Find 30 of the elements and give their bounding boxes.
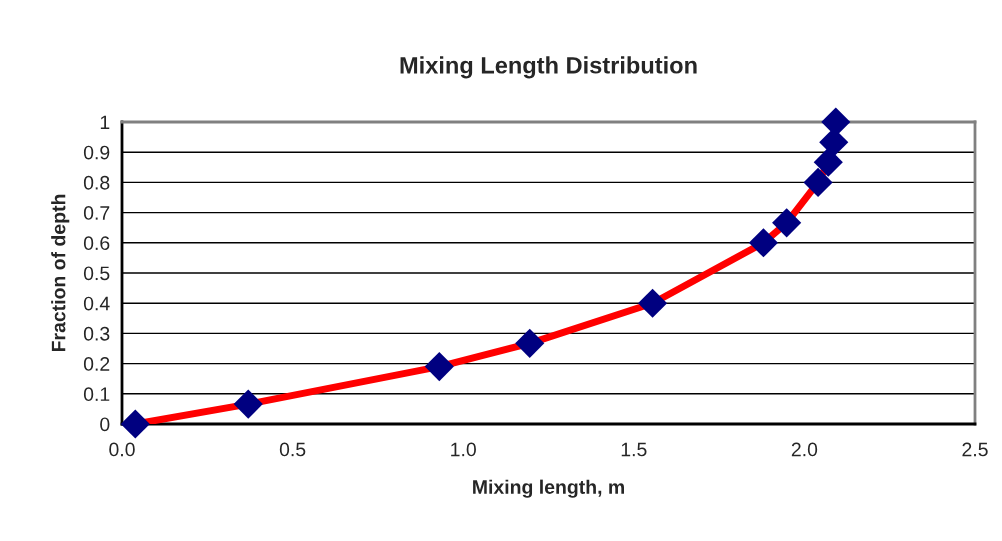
point bbox=[638, 288, 668, 318]
x-tick-label: 1.0 bbox=[451, 442, 476, 457]
y-tick-label: 0.1 bbox=[83, 387, 110, 402]
x-axis-title: Mixing length, m bbox=[473, 479, 624, 498]
x-tick-label: 1.5 bbox=[621, 442, 647, 457]
y-axis-title: Fraction of depth bbox=[51, 194, 70, 352]
point bbox=[821, 107, 851, 137]
y-tick-label: 0.4 bbox=[83, 296, 110, 311]
point bbox=[120, 409, 150, 439]
point bbox=[515, 328, 545, 358]
point bbox=[424, 352, 454, 382]
y-tick-label: 1 bbox=[100, 115, 110, 130]
y-tick-label: 0.7 bbox=[83, 206, 110, 220]
x-tick-label: 2.5 bbox=[962, 442, 988, 457]
point bbox=[813, 147, 843, 177]
y-tick-label: 0.3 bbox=[83, 326, 110, 341]
x-tick-label: 0.0 bbox=[109, 442, 135, 457]
y-tick-label: 0.5 bbox=[83, 266, 110, 281]
y-tick-label: 0.6 bbox=[83, 236, 110, 251]
x-tick-label: 0.5 bbox=[279, 442, 306, 457]
y-tick-label: 0.9 bbox=[83, 145, 110, 160]
point bbox=[803, 167, 833, 197]
point bbox=[748, 228, 779, 258]
x-tick-label: 2.0 bbox=[791, 442, 818, 457]
point bbox=[772, 208, 802, 238]
y-tick-label: 0.2 bbox=[83, 357, 110, 371]
chart-title: Mixing Length Distribution bbox=[400, 56, 697, 79]
y-tick-label: 0.8 bbox=[83, 175, 110, 190]
y-tick-label: 0 bbox=[100, 417, 110, 432]
point bbox=[233, 389, 263, 419]
